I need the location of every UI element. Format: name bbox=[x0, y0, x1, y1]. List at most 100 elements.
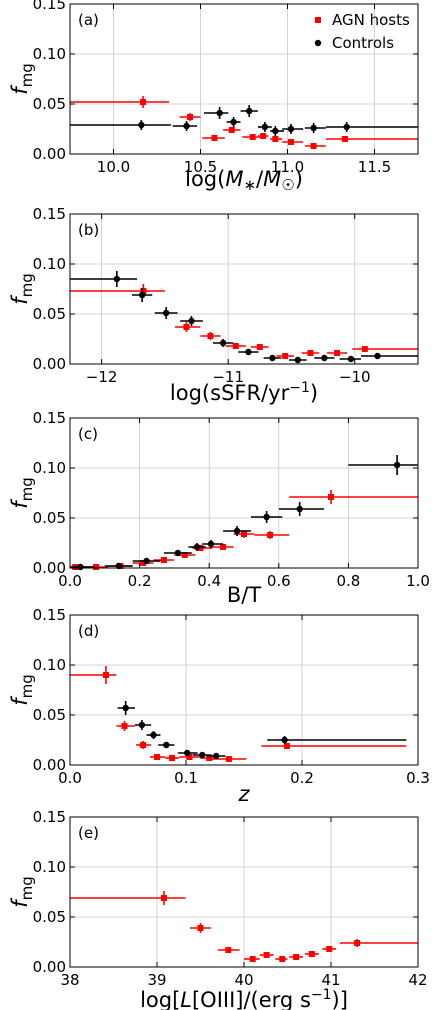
x-axis-label: z bbox=[237, 782, 250, 806]
data-point bbox=[158, 741, 175, 749]
series-agn-hosts bbox=[70, 284, 418, 359]
data-point bbox=[203, 107, 229, 119]
point-marker bbox=[245, 348, 252, 356]
data-point bbox=[132, 288, 153, 302]
legend-item: Controls bbox=[314, 34, 394, 52]
data-point bbox=[242, 134, 260, 140]
data-point bbox=[132, 557, 161, 565]
point-marker bbox=[246, 107, 253, 115]
x-tick-label: 0.4 bbox=[197, 572, 221, 590]
y-axis-label: fmg bbox=[8, 63, 36, 95]
x-tick-label: −10 bbox=[339, 368, 371, 386]
y-tick-label: 0.00 bbox=[33, 145, 66, 163]
point-marker bbox=[183, 749, 191, 757]
panel-label: (b) bbox=[78, 221, 99, 239]
axes-frame bbox=[69, 3, 419, 155]
x-tick-label: 0.2 bbox=[128, 572, 152, 590]
data-point bbox=[250, 344, 269, 350]
data-point bbox=[301, 350, 320, 356]
point-marker bbox=[162, 309, 170, 317]
point-marker bbox=[310, 143, 317, 149]
point-marker bbox=[326, 946, 333, 952]
point-marker bbox=[328, 494, 334, 500]
point-marker bbox=[393, 461, 401, 469]
y-tick-label: 0.10 bbox=[33, 45, 66, 63]
point-marker bbox=[308, 951, 315, 957]
data-point bbox=[270, 136, 283, 142]
series-agn-hosts bbox=[70, 96, 418, 149]
point-marker bbox=[232, 343, 239, 349]
point-marker bbox=[160, 557, 167, 563]
y-tick-label: 0.00 bbox=[33, 756, 66, 774]
point-marker bbox=[140, 288, 147, 294]
y-tick-label: 0.05 bbox=[33, 908, 66, 926]
point-marker bbox=[77, 563, 84, 571]
data-point bbox=[202, 135, 225, 141]
data-point bbox=[188, 543, 206, 551]
data-point bbox=[150, 754, 166, 760]
x-tick-label: 40 bbox=[234, 971, 253, 989]
point-marker bbox=[163, 741, 170, 749]
data-point bbox=[153, 557, 175, 563]
y-tick-label: 0.10 bbox=[33, 656, 66, 674]
point-marker bbox=[154, 754, 160, 760]
point-marker bbox=[122, 704, 129, 712]
x-tick-label: 11.0 bbox=[271, 158, 304, 176]
point-marker bbox=[293, 954, 300, 960]
legend-item: AGN hosts bbox=[315, 11, 410, 29]
panel-label: (a) bbox=[78, 11, 99, 29]
point-marker bbox=[183, 324, 190, 330]
point-marker bbox=[225, 947, 232, 953]
point-marker bbox=[281, 736, 288, 744]
panel-label: (e) bbox=[78, 824, 99, 842]
y-tick-label: 0.00 bbox=[33, 355, 66, 373]
data-point bbox=[146, 731, 161, 739]
point-marker bbox=[219, 339, 227, 347]
y-tick-label: 0.15 bbox=[33, 808, 66, 826]
panel-c: 0.0 0.2 0.4 0.6 0.8 1.0 0.00 0.05 0.10 0.15 (c) fmg… bbox=[8, 409, 430, 607]
data-point bbox=[278, 502, 325, 516]
point-marker bbox=[287, 125, 295, 133]
data-point bbox=[177, 749, 198, 757]
x-axis-label: log(sSFR/yr−1) bbox=[170, 380, 318, 405]
data-point bbox=[250, 511, 283, 523]
panel-e: 38 39 40 41 42 0.00 0.05 0.10 0.15 (e) fmg log[L[OI… bbox=[8, 808, 428, 1010]
data-point bbox=[172, 121, 198, 131]
point-marker bbox=[187, 114, 194, 120]
data-point bbox=[263, 354, 282, 362]
data-point bbox=[217, 947, 240, 953]
data-point bbox=[212, 544, 234, 550]
data-point bbox=[225, 343, 246, 349]
x-axis-label: log[L[OIII]/(erg s−1)] bbox=[140, 987, 348, 1010]
point-marker bbox=[334, 350, 341, 356]
axes-frame bbox=[69, 614, 419, 766]
data-point bbox=[70, 120, 171, 130]
data-point bbox=[304, 123, 326, 133]
point-marker bbox=[138, 721, 146, 729]
point-marker bbox=[260, 133, 267, 139]
x-tick-label: 38 bbox=[60, 971, 79, 989]
y-tick-label: 0.05 bbox=[33, 509, 66, 527]
point-marker bbox=[354, 940, 361, 946]
legend-marker-circle bbox=[314, 39, 322, 47]
data-point bbox=[240, 105, 258, 117]
point-marker bbox=[249, 134, 256, 140]
x-tick-label: 41 bbox=[321, 971, 340, 989]
panel-d: 0.0 0.1 0.2 0.3 0.00 0.05 0.10 0.15 (d) fmg z bbox=[8, 606, 430, 806]
data-point bbox=[238, 348, 259, 356]
point-marker bbox=[267, 532, 274, 538]
point-marker bbox=[216, 109, 223, 117]
point-marker bbox=[272, 136, 279, 142]
point-marker bbox=[272, 127, 279, 135]
y-tick-label: 0.15 bbox=[33, 205, 66, 223]
y-tick-label: 0.05 bbox=[33, 305, 66, 323]
series-controls bbox=[117, 701, 407, 760]
y-tick-label: 0.10 bbox=[33, 858, 66, 876]
data-point bbox=[276, 353, 294, 359]
point-marker bbox=[193, 543, 201, 551]
legend: AGN hosts Controls bbox=[314, 11, 410, 52]
point-marker bbox=[294, 356, 301, 364]
data-point bbox=[70, 891, 186, 905]
data-point bbox=[70, 666, 117, 684]
point-marker bbox=[256, 344, 263, 350]
